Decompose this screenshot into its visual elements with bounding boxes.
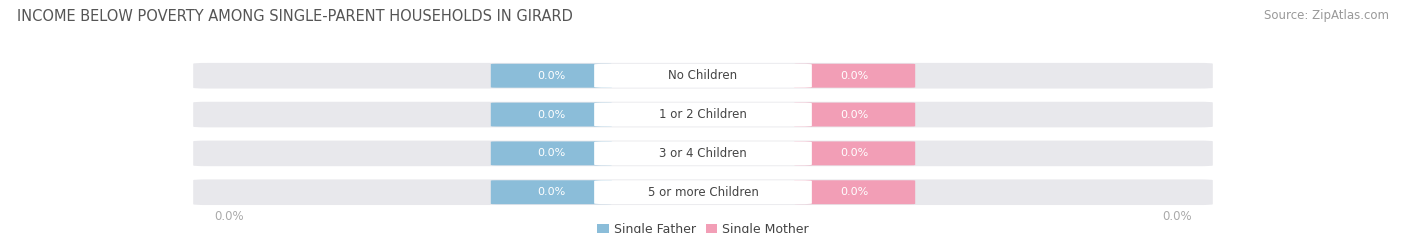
Text: 0.0%: 0.0% [537, 187, 565, 197]
FancyBboxPatch shape [794, 64, 915, 88]
Legend: Single Father, Single Mother: Single Father, Single Mother [598, 223, 808, 233]
Text: 0.0%: 0.0% [841, 187, 869, 197]
FancyBboxPatch shape [491, 64, 612, 88]
Text: 0.0%: 0.0% [841, 110, 869, 120]
FancyBboxPatch shape [794, 103, 915, 127]
Text: 0.0%: 0.0% [537, 148, 565, 158]
Text: 1 or 2 Children: 1 or 2 Children [659, 108, 747, 121]
FancyBboxPatch shape [491, 141, 612, 165]
FancyBboxPatch shape [193, 102, 1213, 127]
FancyBboxPatch shape [491, 180, 612, 204]
FancyBboxPatch shape [595, 180, 811, 204]
Text: 0.0%: 0.0% [537, 110, 565, 120]
Text: 5 or more Children: 5 or more Children [648, 186, 758, 199]
FancyBboxPatch shape [595, 141, 811, 165]
Text: Source: ZipAtlas.com: Source: ZipAtlas.com [1264, 9, 1389, 22]
FancyBboxPatch shape [193, 63, 1213, 89]
Text: 0.0%: 0.0% [841, 71, 869, 81]
Text: No Children: No Children [668, 69, 738, 82]
Text: 3 or 4 Children: 3 or 4 Children [659, 147, 747, 160]
Text: INCOME BELOW POVERTY AMONG SINGLE-PARENT HOUSEHOLDS IN GIRARD: INCOME BELOW POVERTY AMONG SINGLE-PARENT… [17, 9, 572, 24]
FancyBboxPatch shape [794, 141, 915, 165]
FancyBboxPatch shape [794, 180, 915, 204]
FancyBboxPatch shape [193, 179, 1213, 205]
FancyBboxPatch shape [595, 64, 811, 88]
FancyBboxPatch shape [595, 103, 811, 127]
FancyBboxPatch shape [193, 140, 1213, 166]
Text: 0.0%: 0.0% [537, 71, 565, 81]
Text: 0.0%: 0.0% [1163, 210, 1192, 223]
Text: 0.0%: 0.0% [214, 210, 243, 223]
FancyBboxPatch shape [491, 103, 612, 127]
Text: 0.0%: 0.0% [841, 148, 869, 158]
